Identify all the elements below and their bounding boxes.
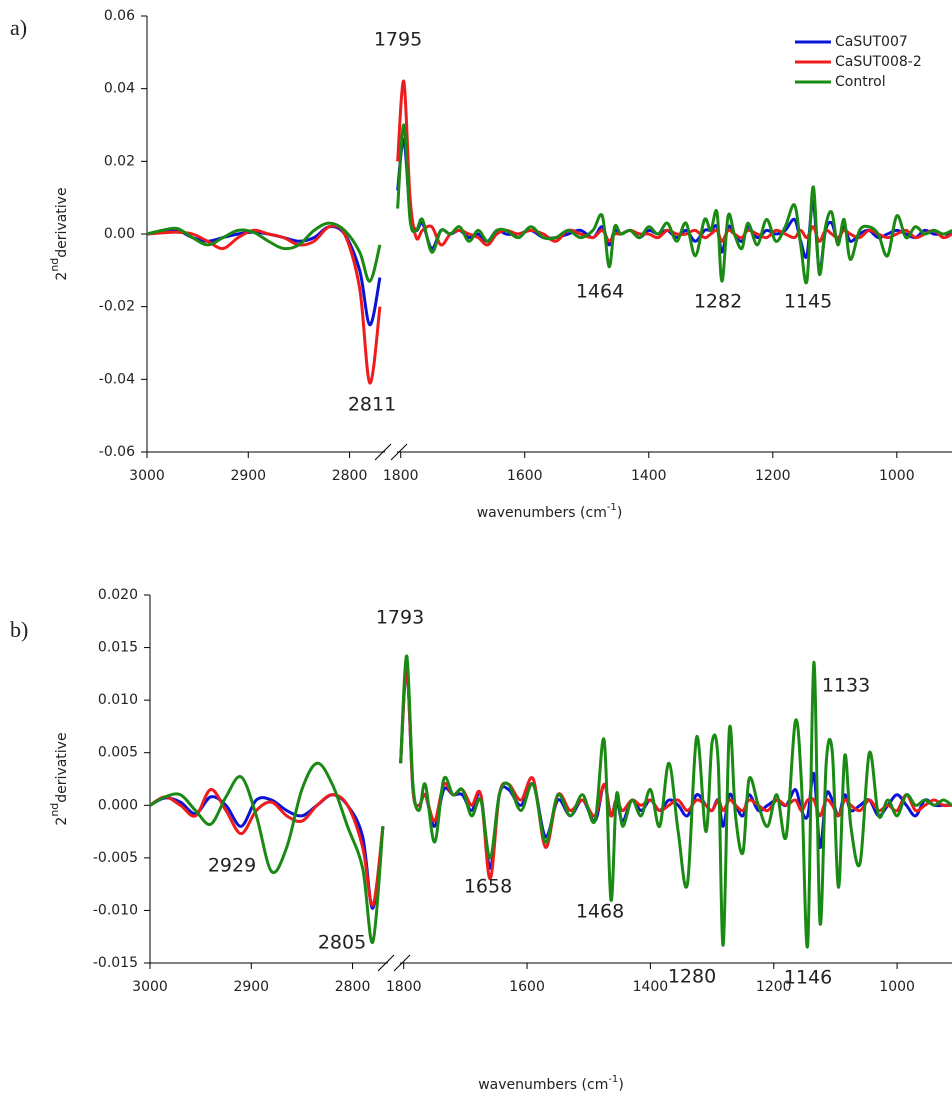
x-tick-label: 2900 — [230, 468, 266, 484]
y-tick-label: 0.020 — [98, 587, 138, 603]
y-tick-label: -0.015 — [93, 955, 138, 971]
peak-label: 1468 — [576, 901, 624, 923]
x-tick-label: 1400 — [633, 979, 669, 995]
y-tick-label: 0.02 — [104, 153, 135, 169]
y-label-sup: nd — [48, 258, 61, 272]
x-tick-label: 2900 — [233, 979, 269, 995]
y-label-base: 2 — [54, 272, 70, 281]
panel-label: a) — [10, 15, 27, 40]
x-tick-label: 1600 — [507, 468, 543, 484]
peak-label: 1793 — [376, 607, 424, 629]
peak-label: 1145 — [784, 291, 832, 313]
y-tick-label: 0.06 — [104, 8, 135, 24]
series-line — [401, 668, 952, 868]
peak-label: 1280 — [668, 966, 716, 988]
page: {"chart_data": [ {"type": "line", "panel… — [0, 0, 952, 1100]
x-tick-label: 1000 — [879, 468, 915, 484]
x-tick-label: 3000 — [129, 468, 165, 484]
legend-label: CaSUT008-2 — [835, 54, 922, 70]
series-line — [147, 226, 380, 383]
x-label-sup: -1 — [608, 1074, 618, 1085]
y-tick-label: -0.06 — [99, 444, 135, 460]
y-tick-label: 0.00 — [104, 226, 135, 242]
series-line — [398, 125, 952, 283]
x-tick-label: 1600 — [509, 979, 545, 995]
x-label-text: wavenumbers (cm — [478, 1077, 608, 1093]
y-tick-label: -0.04 — [99, 371, 135, 387]
peak-label: 2805 — [318, 932, 366, 954]
series-line — [398, 139, 952, 270]
x-tick-label: 2800 — [332, 468, 368, 484]
peak-label: 1282 — [694, 291, 742, 313]
x-tick-label: 1200 — [755, 468, 791, 484]
x-tick-label: 1800 — [383, 468, 419, 484]
series-line — [147, 227, 380, 325]
y-tick-label: 0.04 — [104, 81, 135, 97]
y-tick-label: 0.010 — [98, 692, 138, 708]
y-tick-label: -0.02 — [99, 299, 135, 315]
y-label-text: derivative — [54, 187, 70, 257]
peak-label: 1146 — [784, 967, 832, 989]
x-tick-label: 3000 — [132, 979, 168, 995]
peak-label: 1795 — [374, 29, 422, 51]
x-label-end: ) — [617, 505, 622, 521]
peak-label: 2811 — [348, 394, 396, 416]
series-line — [401, 668, 952, 878]
y-tick-label: 0.015 — [98, 640, 138, 656]
y-label-text: derivative — [54, 732, 70, 802]
y-tick-label: -0.005 — [93, 850, 138, 866]
y-axis-label: 2ndderivative — [48, 732, 70, 825]
legend-label: CaSUT007 — [835, 34, 908, 50]
x-tick-label: 2800 — [335, 979, 371, 995]
y-label-base: 2 — [54, 817, 70, 826]
peak-label: 1133 — [822, 675, 870, 697]
panel-label: b) — [10, 617, 28, 642]
peak-label: 1464 — [576, 281, 624, 303]
x-tick-label: 1800 — [386, 979, 422, 995]
x-label-text: wavenumbers (cm — [477, 505, 607, 521]
y-axis-label: 2ndderivative — [48, 187, 70, 280]
y-tick-label: -0.010 — [93, 902, 138, 918]
y-label-sup: nd — [48, 803, 61, 817]
peak-label: 1658 — [464, 876, 512, 898]
figure: -0.06 -0.04 -0.02 0.00 0.02 0.04 0.06 3000 2900 2… — [0, 0, 952, 1100]
x-label-end: ) — [618, 1077, 623, 1093]
series-line — [150, 795, 383, 909]
series-line — [398, 81, 952, 245]
x-axis-label: wavenumbers (cm-1) — [478, 1074, 624, 1093]
x-axis-label: wavenumbers (cm-1) — [477, 502, 623, 521]
series-line — [150, 763, 383, 942]
y-tick-label: 0.005 — [98, 745, 138, 761]
y-tick-label: 0.000 — [98, 797, 138, 813]
x-label-sup: -1 — [607, 502, 617, 513]
legend-label: Control — [835, 74, 886, 90]
x-tick-label: 1000 — [879, 979, 915, 995]
x-tick-label: 1400 — [631, 468, 667, 484]
peak-label: 2929 — [208, 855, 256, 877]
